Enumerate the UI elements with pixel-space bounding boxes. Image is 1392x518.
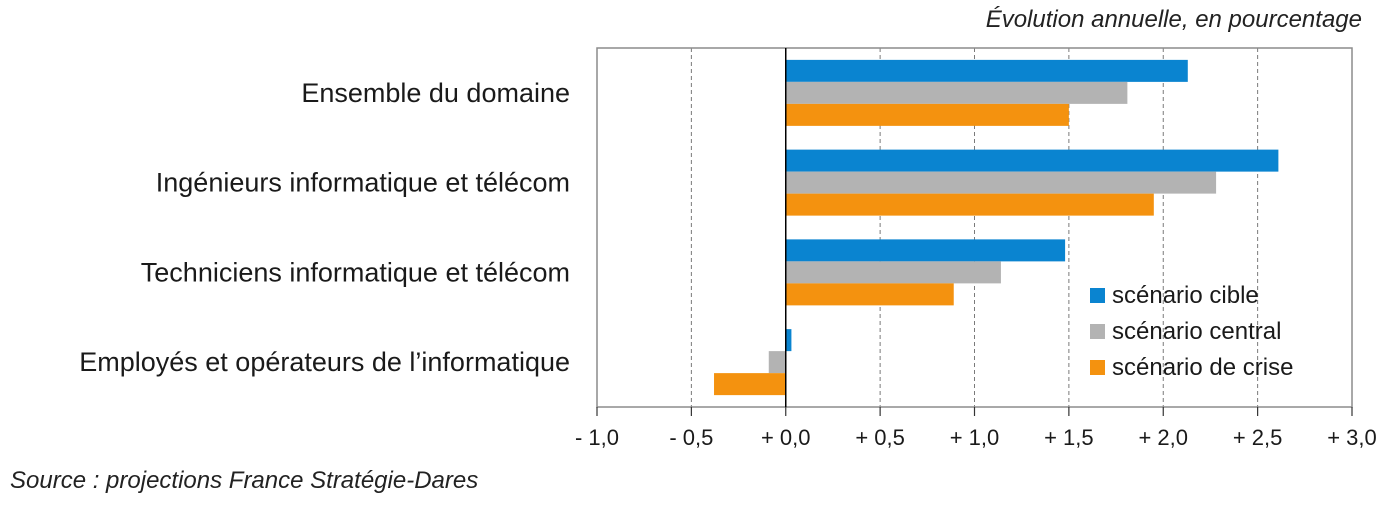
bar-crise: [785, 283, 954, 306]
x-tick-label: + 1,5: [1044, 425, 1094, 450]
legend-label: scénario cible: [1112, 282, 1259, 309]
bar-cible: [785, 239, 1066, 262]
x-tick-label: + 2,0: [1138, 425, 1188, 450]
x-tick-label: + 0,0: [761, 425, 811, 450]
x-tick-label: + 3,0: [1327, 425, 1377, 450]
bar-cible: [785, 59, 1188, 82]
category-label: Techniciens informatique et télécom: [141, 257, 570, 287]
bar-crise: [714, 373, 786, 396]
x-tick-label: - 1,0: [575, 425, 619, 450]
bar-central: [785, 261, 1001, 284]
legend: scénario cible scénario central scénario d…: [1090, 282, 1293, 381]
category-label: Ensemble du domaine: [301, 78, 570, 108]
bar-crise: [785, 103, 1069, 126]
category-labels: Ensemble du domaine Ingénieurs informatiq…: [79, 78, 570, 377]
legend-label: scénario central: [1112, 318, 1281, 345]
unit-note: Évolution annuelle, en pourcentage: [985, 6, 1362, 33]
x-tick-label: + 1,0: [950, 425, 1000, 450]
category-label: Employés et opérateurs de l’informatique: [79, 347, 570, 377]
bar-central: [785, 81, 1128, 104]
legend-swatch: [1090, 360, 1105, 375]
bar-cible: [785, 149, 1279, 172]
category-label: Ingénieurs informatique et télécom: [156, 168, 570, 198]
legend-swatch: [1090, 324, 1105, 339]
x-tick-label: - 0,5: [669, 425, 713, 450]
bar-central: [785, 171, 1217, 194]
x-tick-label: + 2,5: [1233, 425, 1283, 450]
bar-cible: [785, 329, 792, 352]
bar-crise: [785, 193, 1154, 216]
legend-label: scénario de crise: [1112, 354, 1293, 381]
bars: [714, 59, 1279, 396]
bar-central: [768, 351, 786, 374]
x-tick-label: + 0,5: [855, 425, 905, 450]
source-note: Source : projections France Stratégie-Da…: [10, 467, 479, 494]
x-axis: - 1,0 - 0,5 + 0,0 + 0,5 + 1,0 + 1,5 + 2,0 + 2,5…: [575, 407, 1377, 450]
legend-swatch: [1090, 288, 1105, 303]
